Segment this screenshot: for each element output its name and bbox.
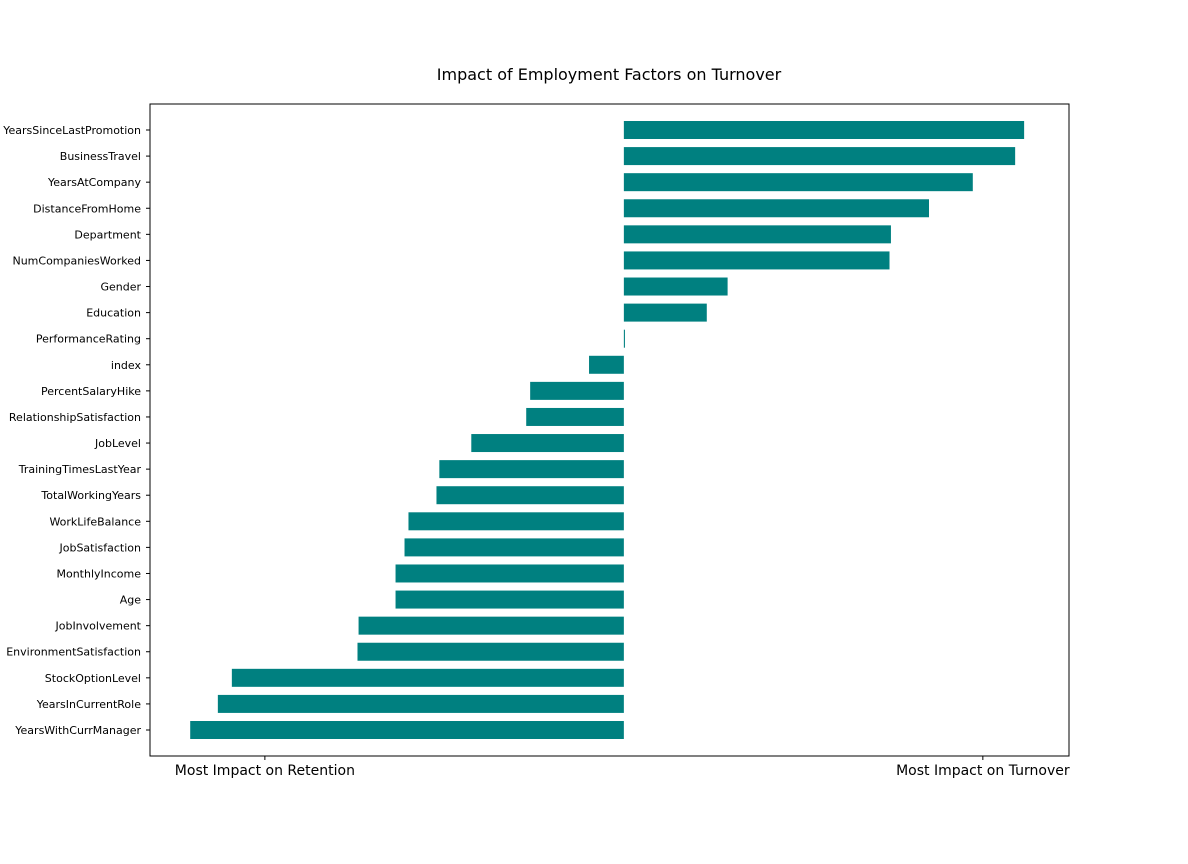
bar-JobLevel — [471, 434, 624, 453]
y-tick-label: YearsInCurrentRole — [36, 698, 141, 711]
bar-EnvironmentSatisfaction — [357, 642, 624, 661]
bar-Gender — [623, 277, 728, 296]
y-tick-label: JobSatisfaction — [58, 541, 141, 554]
bar-TotalWorkingYears — [436, 486, 624, 505]
bar-YearsAtCompany — [623, 173, 973, 192]
y-tick-label: RelationshipSatisfaction — [9, 411, 141, 424]
y-axis-ticks: YearsSinceLastPromotion BusinessTravel Yea… — [2, 124, 150, 737]
bar-JobSatisfaction — [404, 538, 624, 557]
chart-title: Impact of Employment Factors on Turnover — [437, 65, 782, 84]
y-tick-label: YearsSinceLastPromotion — [2, 124, 141, 137]
y-tick-label: TotalWorkingYears — [40, 489, 141, 502]
bar-index — [589, 355, 624, 374]
y-tick-label: Gender — [100, 281, 141, 294]
bar-MonthlyIncome — [395, 564, 624, 583]
y-tick-label: JobLevel — [94, 437, 141, 450]
y-tick-label: PercentSalaryHike — [41, 385, 141, 398]
y-tick-label: YearsWithCurrManager — [14, 724, 141, 737]
bars-group — [190, 121, 1025, 739]
bar-PerformanceRating — [623, 329, 625, 348]
bar-Age — [395, 590, 624, 609]
x-axis-ticks: Most Impact on Retention Most Impact on T… — [175, 756, 1070, 779]
y-tick-label: JobInvolvement — [54, 620, 141, 633]
bar-StockOptionLevel — [231, 668, 624, 687]
bar-YearsInCurrentRole — [217, 694, 624, 713]
y-tick-label: EnvironmentSatisfaction — [6, 646, 141, 659]
bar-WorkLifeBalance — [408, 512, 624, 531]
y-tick-label: BusinessTravel — [60, 150, 141, 163]
bar-DistanceFromHome — [623, 199, 929, 218]
bar-TrainingTimesLastYear — [439, 460, 624, 479]
y-tick-label: YearsAtCompany — [47, 176, 141, 189]
plot-area-frame — [149, 103, 1070, 757]
y-tick-label: MonthlyIncome — [56, 567, 141, 580]
y-tick-label: Education — [86, 307, 141, 320]
bar-JobInvolvement — [358, 616, 624, 635]
y-tick-label: StockOptionLevel — [45, 672, 141, 685]
x-tick-label: Most Impact on Retention — [175, 763, 355, 779]
bar-BusinessTravel — [623, 147, 1016, 166]
y-tick-label: Department — [74, 228, 141, 241]
x-tick-label: Most Impact on Turnover — [896, 763, 1070, 779]
bar-PercentSalaryHike — [530, 381, 624, 400]
y-tick-label: Age — [120, 594, 142, 607]
y-tick-label: index — [111, 359, 142, 372]
bar-YearsWithCurrManager — [190, 721, 624, 739]
y-tick-label: TrainingTimesLastYear — [18, 463, 142, 476]
bar-Education — [623, 303, 707, 322]
y-tick-label: PerformanceRating — [36, 333, 141, 346]
bar-YearsSinceLastPromotion — [623, 121, 1025, 139]
bar-RelationshipSatisfaction — [526, 407, 624, 426]
bar-NumCompaniesWorked — [623, 251, 890, 270]
bar-Department — [623, 225, 891, 244]
y-tick-label: NumCompaniesWorked — [12, 254, 141, 267]
y-tick-label: DistanceFromHome — [33, 202, 141, 215]
y-tick-label: WorkLifeBalance — [49, 515, 141, 528]
